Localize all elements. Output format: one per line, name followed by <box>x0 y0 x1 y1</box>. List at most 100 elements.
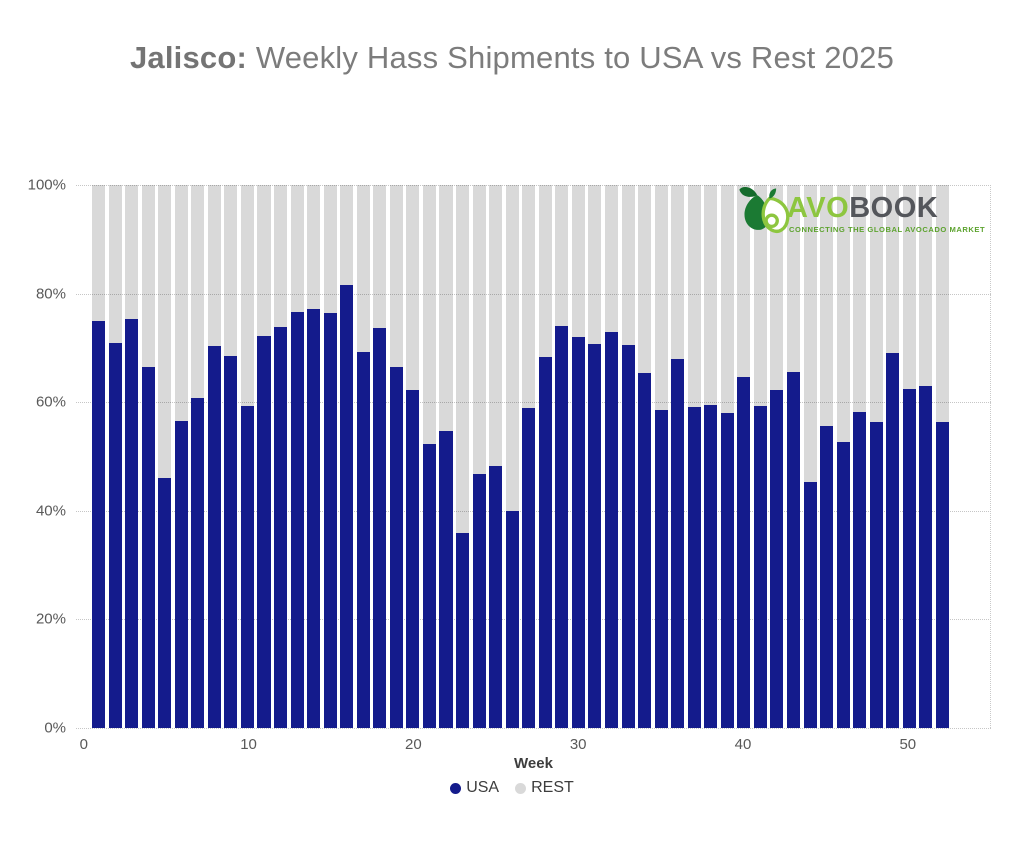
segment-rest-week-47 <box>853 185 867 412</box>
segment-rest-week-13 <box>290 185 304 313</box>
segment-usa-week-24 <box>472 474 486 728</box>
segment-usa-week-31 <box>588 343 602 728</box>
bar-week-11 <box>257 185 271 728</box>
gridline-100 <box>76 185 991 186</box>
bar-week-5 <box>158 185 172 728</box>
segment-rest-week-18 <box>373 185 387 329</box>
segment-usa-week-18 <box>373 328 387 728</box>
segment-usa-week-16 <box>340 284 354 728</box>
bar-week-18 <box>373 185 387 728</box>
segment-usa-week-17 <box>356 352 370 728</box>
segment-rest-week-39 <box>720 185 734 413</box>
segment-usa-week-43 <box>786 372 801 728</box>
segment-usa-week-9 <box>224 356 238 728</box>
segment-rest-week-37 <box>687 185 701 408</box>
legend-dot-rest <box>515 782 527 794</box>
bar-week-44 <box>803 185 817 728</box>
segment-usa-week-5 <box>158 478 172 728</box>
segment-usa-week-19 <box>389 366 403 728</box>
bar-week-15 <box>323 185 337 728</box>
segment-usa-week-49 <box>886 353 900 728</box>
segment-usa-week-15 <box>323 313 337 728</box>
x-tick-label-10: 10 <box>240 736 257 753</box>
logo-word-avo: AVO <box>787 192 850 224</box>
segment-rest-week-2 <box>108 185 122 343</box>
segment-usa-week-2 <box>108 343 122 728</box>
segment-usa-week-3 <box>125 318 139 728</box>
segment-rest-week-33 <box>621 185 635 345</box>
segment-rest-week-16 <box>340 185 354 285</box>
segment-usa-week-45 <box>820 426 834 728</box>
bar-week-23 <box>456 185 470 728</box>
segment-rest-week-26 <box>505 185 519 511</box>
y-tick-label-0: 0% <box>44 719 66 737</box>
bar-week-52 <box>935 185 949 728</box>
segment-rest-week-29 <box>555 185 569 326</box>
segment-rest-week-45 <box>820 185 834 427</box>
y-tick-label-20: 20% <box>35 610 66 628</box>
segment-rest-week-15 <box>323 185 337 314</box>
segment-rest-week-12 <box>274 185 288 327</box>
bar-week-29 <box>555 185 569 728</box>
segment-usa-week-47 <box>853 411 867 728</box>
bar-week-47 <box>853 185 867 728</box>
bar-week-17 <box>356 185 370 728</box>
segment-rest-week-3 <box>125 185 139 319</box>
y-tick-label-80: 80% <box>35 285 66 303</box>
segment-usa-week-39 <box>720 412 734 728</box>
bar-week-37 <box>687 185 701 728</box>
bar-week-41 <box>753 185 767 728</box>
legend-label-rest: REST <box>531 779 574 796</box>
bar-week-6 <box>174 185 188 728</box>
segment-rest-week-27 <box>522 185 536 409</box>
bar-week-8 <box>207 185 221 728</box>
segment-rest-week-9 <box>224 185 238 357</box>
bar-week-27 <box>522 185 536 728</box>
bar-week-3 <box>125 185 139 728</box>
x-tick-label-20: 20 <box>405 736 422 753</box>
segment-rest-week-23 <box>456 185 470 534</box>
segment-rest-week-38 <box>704 185 718 406</box>
segment-usa-week-40 <box>737 376 751 728</box>
bar-week-38 <box>704 185 718 728</box>
segment-rest-week-5 <box>158 185 172 479</box>
logo-tagline: CONNECTING THE GLOBAL AVOCADO MARKET <box>789 225 986 234</box>
gridline-80 <box>76 293 991 295</box>
bars-layer <box>92 185 949 728</box>
segment-usa-week-46 <box>836 441 850 728</box>
legend: USA REST <box>0 779 1024 797</box>
segment-rest-week-1 <box>92 185 106 321</box>
segment-rest-week-20 <box>406 185 420 391</box>
segment-usa-week-38 <box>704 405 718 728</box>
segment-rest-week-44 <box>803 185 817 483</box>
avocado-icon <box>739 187 790 233</box>
segment-rest-week-50 <box>902 185 916 389</box>
chart-title-region: Jalisco: <box>129 40 247 75</box>
bar-week-25 <box>489 185 503 728</box>
bar-week-39 <box>720 185 734 728</box>
segment-usa-week-6 <box>174 420 188 728</box>
plot-area: 0% 20% 40% 60% 80% 100% 0 10 20 30 40 50 Week <box>28 177 991 772</box>
segment-rest-week-36 <box>671 185 685 360</box>
legend-dot-usa <box>450 782 462 794</box>
segment-usa-week-42 <box>770 390 784 728</box>
gridline-60 <box>76 402 991 404</box>
segment-rest-week-35 <box>654 185 668 411</box>
bar-week-45 <box>820 185 834 728</box>
legend-item-rest: REST <box>515 779 574 797</box>
segment-usa-week-21 <box>422 444 436 728</box>
segment-usa-week-26 <box>505 510 519 728</box>
bar-week-43 <box>786 185 801 728</box>
bar-week-48 <box>869 185 883 728</box>
legend-item-usa: USA <box>450 779 499 797</box>
segment-usa-week-12 <box>274 326 288 728</box>
bar-week-32 <box>604 185 618 728</box>
y-tick-label-40: 40% <box>35 502 66 520</box>
segment-usa-week-7 <box>191 398 205 728</box>
bar-week-42 <box>770 185 784 728</box>
segment-rest-week-31 <box>588 185 602 344</box>
segment-usa-week-37 <box>687 407 701 728</box>
segment-rest-week-52 <box>935 185 949 423</box>
logo-wordmark: AVOBOOK <box>787 194 985 223</box>
